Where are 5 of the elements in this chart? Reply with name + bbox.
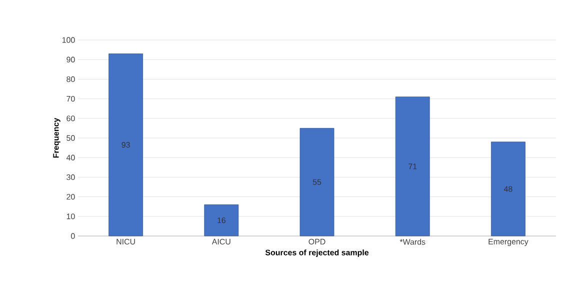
- bar: [395, 96, 430, 236]
- bar: [108, 54, 143, 236]
- bar: [491, 142, 526, 236]
- bar: [300, 128, 334, 236]
- bar: [204, 204, 239, 236]
